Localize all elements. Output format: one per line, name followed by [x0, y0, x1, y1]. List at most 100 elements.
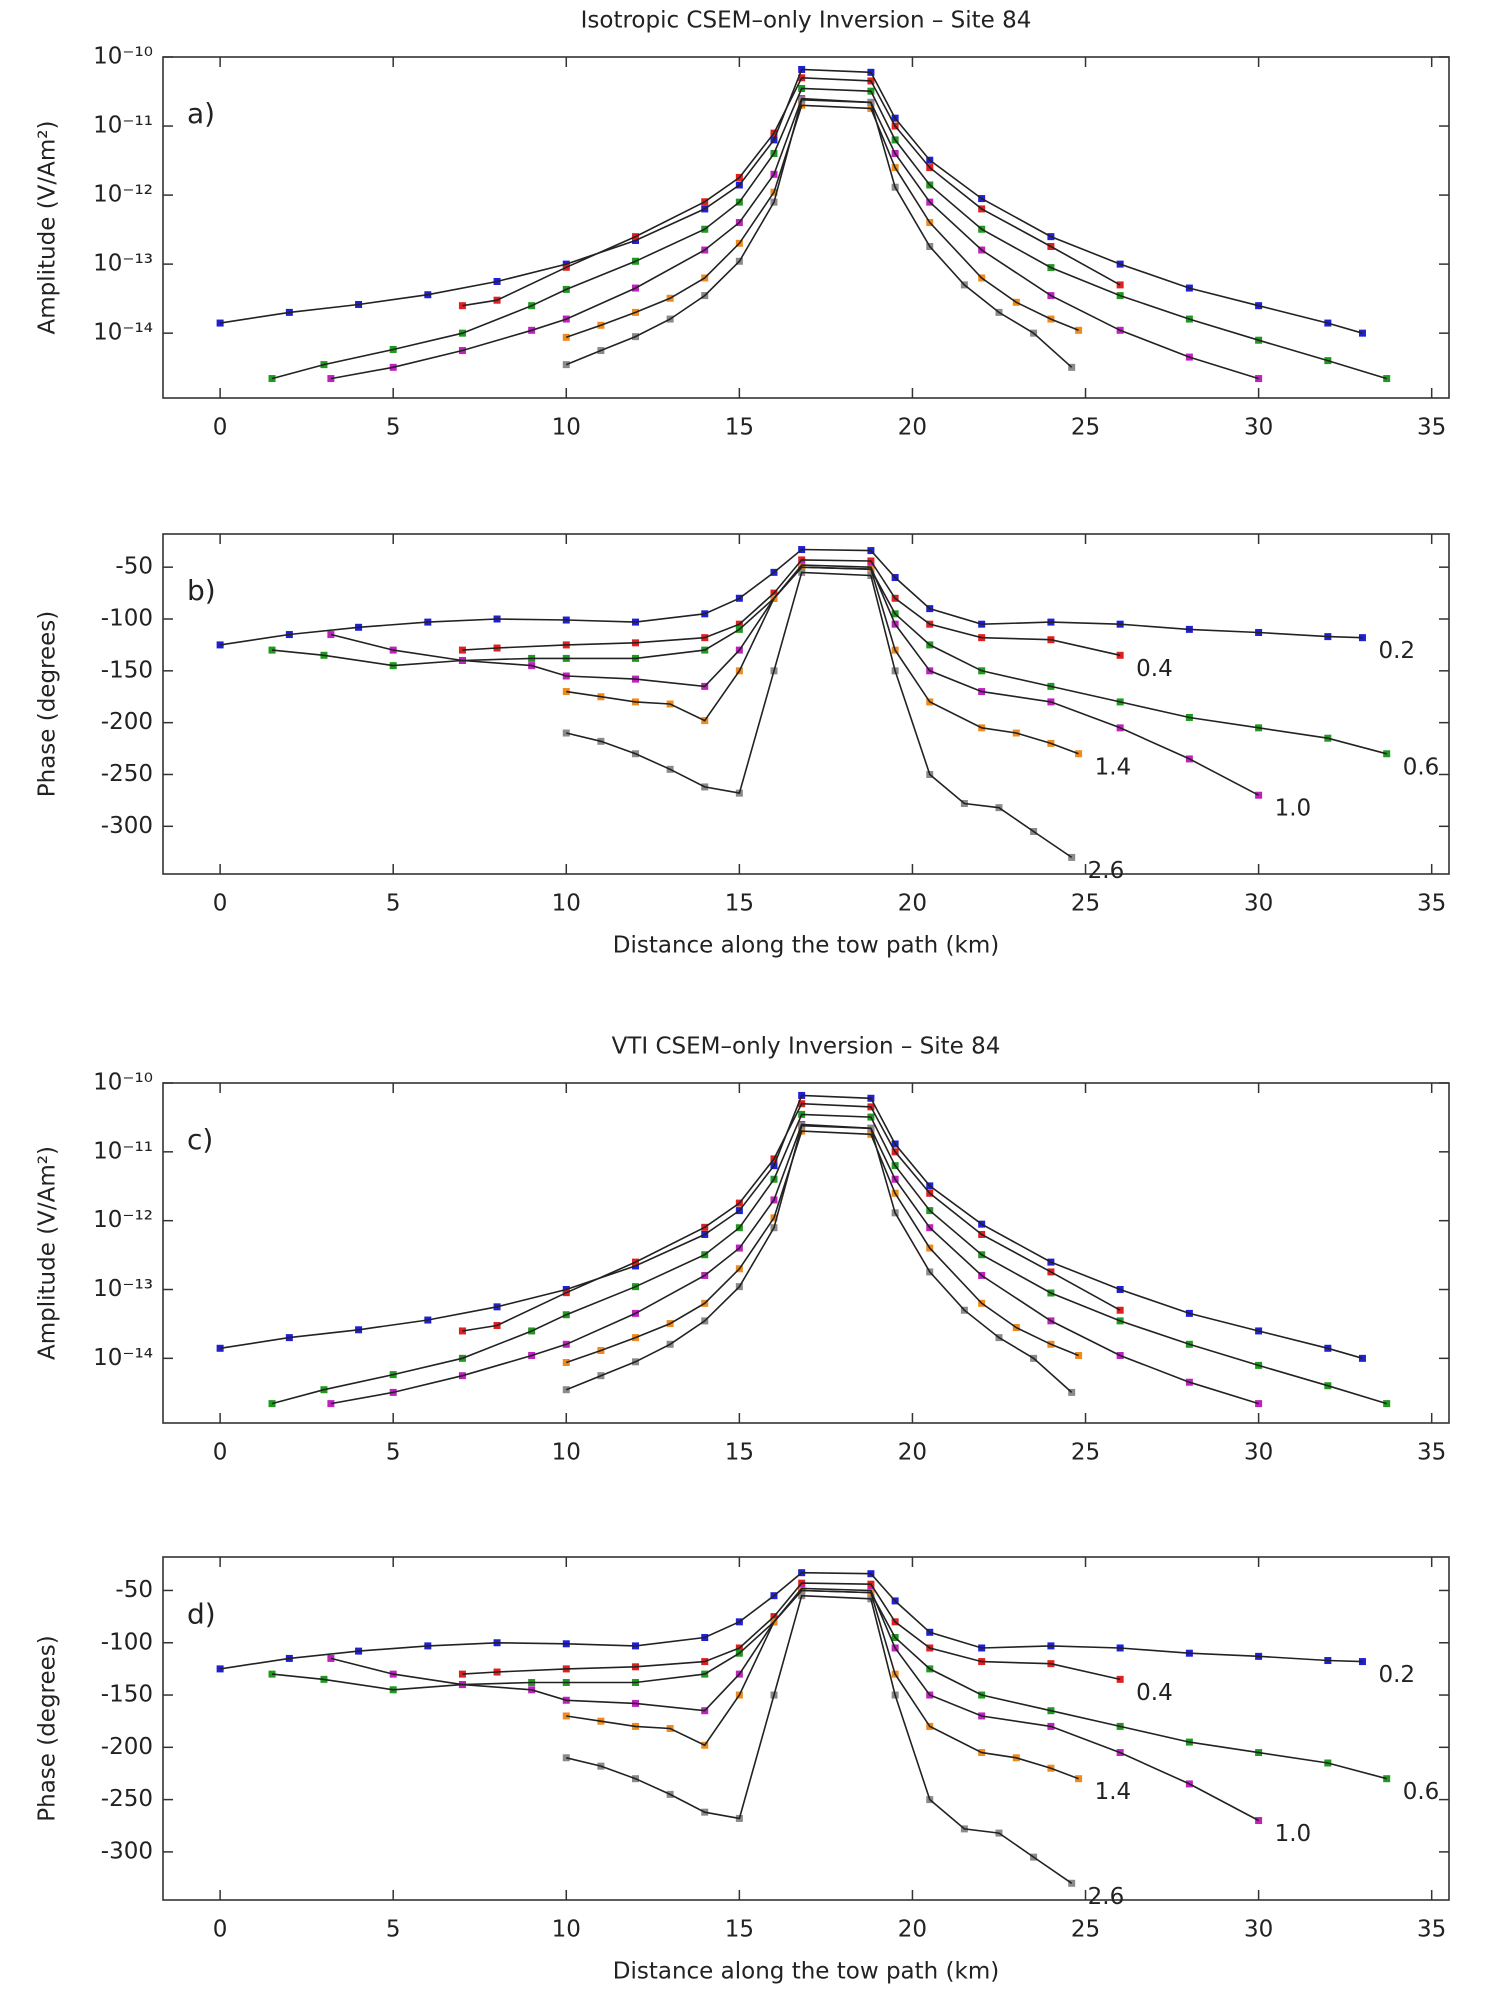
- plot-frame: [162, 1082, 1450, 1424]
- data-point: [562, 1754, 570, 1762]
- data-point: [562, 1386, 570, 1394]
- panel-label: b): [187, 574, 216, 607]
- y-tick-label: 10⁻¹⁴: [93, 320, 153, 346]
- x-tick-label: 25: [1071, 415, 1100, 441]
- x-tick-label: 10: [552, 1440, 581, 1466]
- y-tick-label: -150: [101, 1682, 153, 1708]
- data-point: [562, 1712, 570, 1720]
- x-tick-label: 30: [1244, 891, 1273, 917]
- y-tick-label: 10⁻¹¹: [93, 113, 153, 139]
- data-point: [327, 375, 335, 383]
- series-label: 0.2: [1378, 1662, 1415, 1688]
- data-point: [1116, 1675, 1124, 1683]
- data-point: [1075, 1351, 1083, 1359]
- model-line: [219, 548, 1363, 646]
- x-tick-label: 30: [1244, 1440, 1273, 1466]
- x-tick-label: 20: [898, 1917, 927, 1943]
- x-tick-label: 35: [1417, 415, 1446, 441]
- y-tick-label: 10⁻¹²: [93, 182, 153, 208]
- y-tick-label: -250: [101, 1786, 153, 1812]
- series-label: 0.2: [1378, 638, 1415, 664]
- model-line: [271, 1113, 1387, 1405]
- x-tick-label: 35: [1417, 1440, 1446, 1466]
- y-axis-label: Phase (degrees): [35, 611, 61, 798]
- data-point: [562, 1359, 570, 1367]
- series-label: 2.6: [1088, 858, 1125, 884]
- plot-frame: [162, 1556, 1450, 1901]
- model-line: [271, 1589, 1387, 1780]
- x-tick-label: 5: [386, 1917, 401, 1943]
- model-line: [566, 566, 1079, 755]
- y-tick-label: 10⁻¹³: [93, 251, 153, 277]
- y-tick-label: -100: [101, 1629, 153, 1655]
- series-label: 0.6: [1403, 1779, 1440, 1805]
- series-label: 0.4: [1136, 1680, 1173, 1706]
- x-tick-label: 15: [725, 1440, 754, 1466]
- y-tick-label: -50: [115, 1577, 153, 1603]
- x-tick-label: 20: [898, 891, 927, 917]
- x-tick-label: 10: [552, 1917, 581, 1943]
- data-point: [1116, 281, 1124, 289]
- x-tick-label: 0: [213, 1440, 228, 1466]
- y-tick-label: -50: [115, 554, 153, 580]
- x-tick-label: 20: [898, 415, 927, 441]
- model-line: [565, 1124, 1073, 1393]
- data-point: [1075, 1775, 1083, 1783]
- model-line: [219, 1094, 1363, 1360]
- x-tick-label: 0: [213, 891, 228, 917]
- model-line: [462, 1582, 1121, 1681]
- y-tick-label: -150: [101, 657, 153, 683]
- model-line: [566, 1589, 1079, 1780]
- y-axis-label: Phase (degrees): [35, 1635, 61, 1822]
- model-line: [462, 559, 1121, 657]
- data-point: [1255, 791, 1263, 799]
- series-label: 1.4: [1095, 1779, 1132, 1805]
- model-line: [219, 1571, 1363, 1670]
- x-axis-label: Distance along the tow path (km): [613, 1959, 999, 1985]
- x-axis-label: Distance along the tow path (km): [613, 933, 999, 959]
- series-label: 2.6: [1088, 1884, 1125, 1910]
- panel-label: c): [187, 1123, 213, 1156]
- y-tick-label: 10⁻¹¹: [93, 1138, 153, 1164]
- data-point: [562, 688, 570, 696]
- y-tick-label: -300: [101, 1838, 153, 1864]
- y-axis-label: Amplitude (V/Am²): [35, 121, 61, 335]
- x-tick-label: 35: [1417, 891, 1446, 917]
- x-tick-label: 0: [213, 1917, 228, 1943]
- data-point: [327, 1400, 335, 1408]
- data-point: [562, 361, 570, 369]
- model-line: [565, 98, 1073, 368]
- model-line: [271, 566, 1387, 755]
- x-tick-label: 35: [1417, 1917, 1446, 1943]
- data-point: [1255, 1400, 1263, 1408]
- data-point: [1075, 326, 1083, 334]
- x-tick-label: 0: [213, 415, 228, 441]
- x-tick-label: 10: [552, 415, 581, 441]
- x-tick-label: 5: [386, 891, 401, 917]
- y-tick-label: 10⁻¹⁰: [93, 1070, 153, 1096]
- x-tick-label: 5: [386, 1440, 401, 1466]
- model-line: [271, 87, 1387, 380]
- model-line: [219, 68, 1363, 334]
- data-point: [562, 333, 570, 341]
- data-point: [1116, 1306, 1124, 1314]
- x-tick-label: 30: [1244, 1917, 1273, 1943]
- x-tick-label: 25: [1071, 1440, 1100, 1466]
- x-tick-label: 25: [1071, 891, 1100, 917]
- model-line: [462, 1102, 1121, 1332]
- model-line: [566, 1130, 1079, 1364]
- x-tick-label: 15: [725, 1917, 754, 1943]
- series-label: 1.0: [1275, 1821, 1312, 1847]
- model-line: [330, 1123, 1259, 1405]
- y-tick-label: 10⁻¹⁰: [93, 44, 153, 70]
- plot-frame: [162, 533, 1450, 875]
- data-point: [562, 729, 570, 737]
- y-tick-label: 10⁻¹²: [93, 1207, 153, 1233]
- y-tick-label: -200: [101, 709, 153, 735]
- data-point: [1116, 651, 1124, 659]
- series-label: 1.0: [1275, 796, 1312, 822]
- x-tick-label: 10: [552, 891, 581, 917]
- series-label: 0.4: [1136, 656, 1173, 682]
- y-axis-label: Amplitude (V/Am²): [35, 1146, 61, 1360]
